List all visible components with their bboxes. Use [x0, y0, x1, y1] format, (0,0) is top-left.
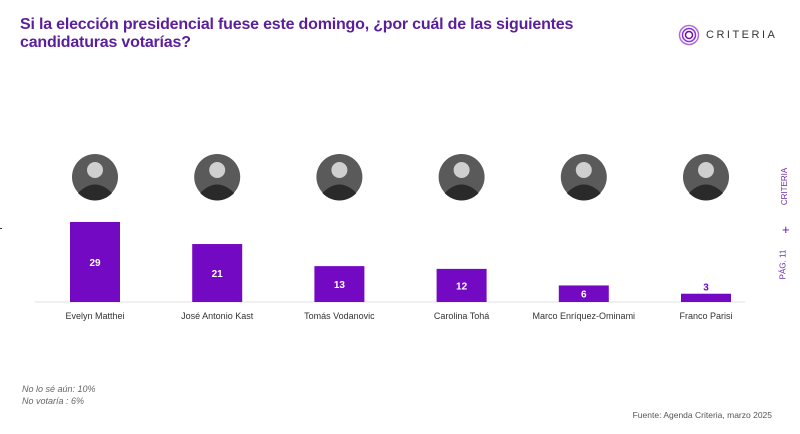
- category-label: Evelyn Matthei: [65, 311, 124, 321]
- bar: [192, 244, 243, 302]
- category-label: José Antonio Kast: [181, 311, 254, 321]
- category-label: Franco Parisi: [679, 311, 732, 321]
- bar: [558, 285, 609, 302]
- candidate-photo-head: [209, 162, 226, 178]
- candidate-photo-head: [698, 162, 714, 178]
- data-label: 13: [334, 280, 346, 291]
- data-label: 29: [89, 258, 101, 269]
- candidate-photo-body: [322, 184, 357, 201]
- note-no-vote: No votaría : 6%: [22, 396, 85, 406]
- candidate-photo-body: [444, 184, 479, 201]
- page-title: Si la elección presidencial fuese este d…: [20, 16, 574, 51]
- candidate-photo-body: [78, 184, 112, 201]
- bar: [70, 221, 120, 302]
- candidate-photo-body: [200, 184, 235, 201]
- candidate-photo-head: [331, 162, 348, 178]
- bar: [681, 293, 731, 302]
- data-label: 6: [581, 290, 587, 301]
- category-label: Carolina Tohá: [434, 311, 489, 321]
- candidate-photo-head: [453, 162, 470, 178]
- bar: [314, 266, 365, 302]
- criteria-logo-icon: [678, 24, 700, 46]
- data-label: 3: [703, 283, 709, 294]
- logo-text: CRITERIA: [706, 29, 778, 41]
- candidate-photo-head: [87, 162, 103, 178]
- criteria-logo: CRITERIA: [678, 24, 777, 46]
- source-note: Fuente: Agenda Criteria, marzo 2025: [632, 410, 772, 420]
- category-label: Tomás Vodanovic: [304, 311, 375, 321]
- plus-icon: +: [782, 222, 790, 237]
- category-label: Marco Enríquez-Ominami: [533, 311, 636, 321]
- note-undecided: No lo sé aún: 10%: [22, 384, 96, 394]
- candidate-photo-body: [689, 184, 723, 201]
- candidate-photo-head: [575, 162, 592, 178]
- side-footer: CRITERIA + PÁG. 11: [778, 150, 798, 290]
- data-label: 12: [456, 281, 468, 292]
- data-label: 21: [212, 269, 224, 280]
- bar: [436, 268, 487, 302]
- candidate-photo-body: [566, 184, 601, 201]
- edge-tick: [0, 228, 2, 229]
